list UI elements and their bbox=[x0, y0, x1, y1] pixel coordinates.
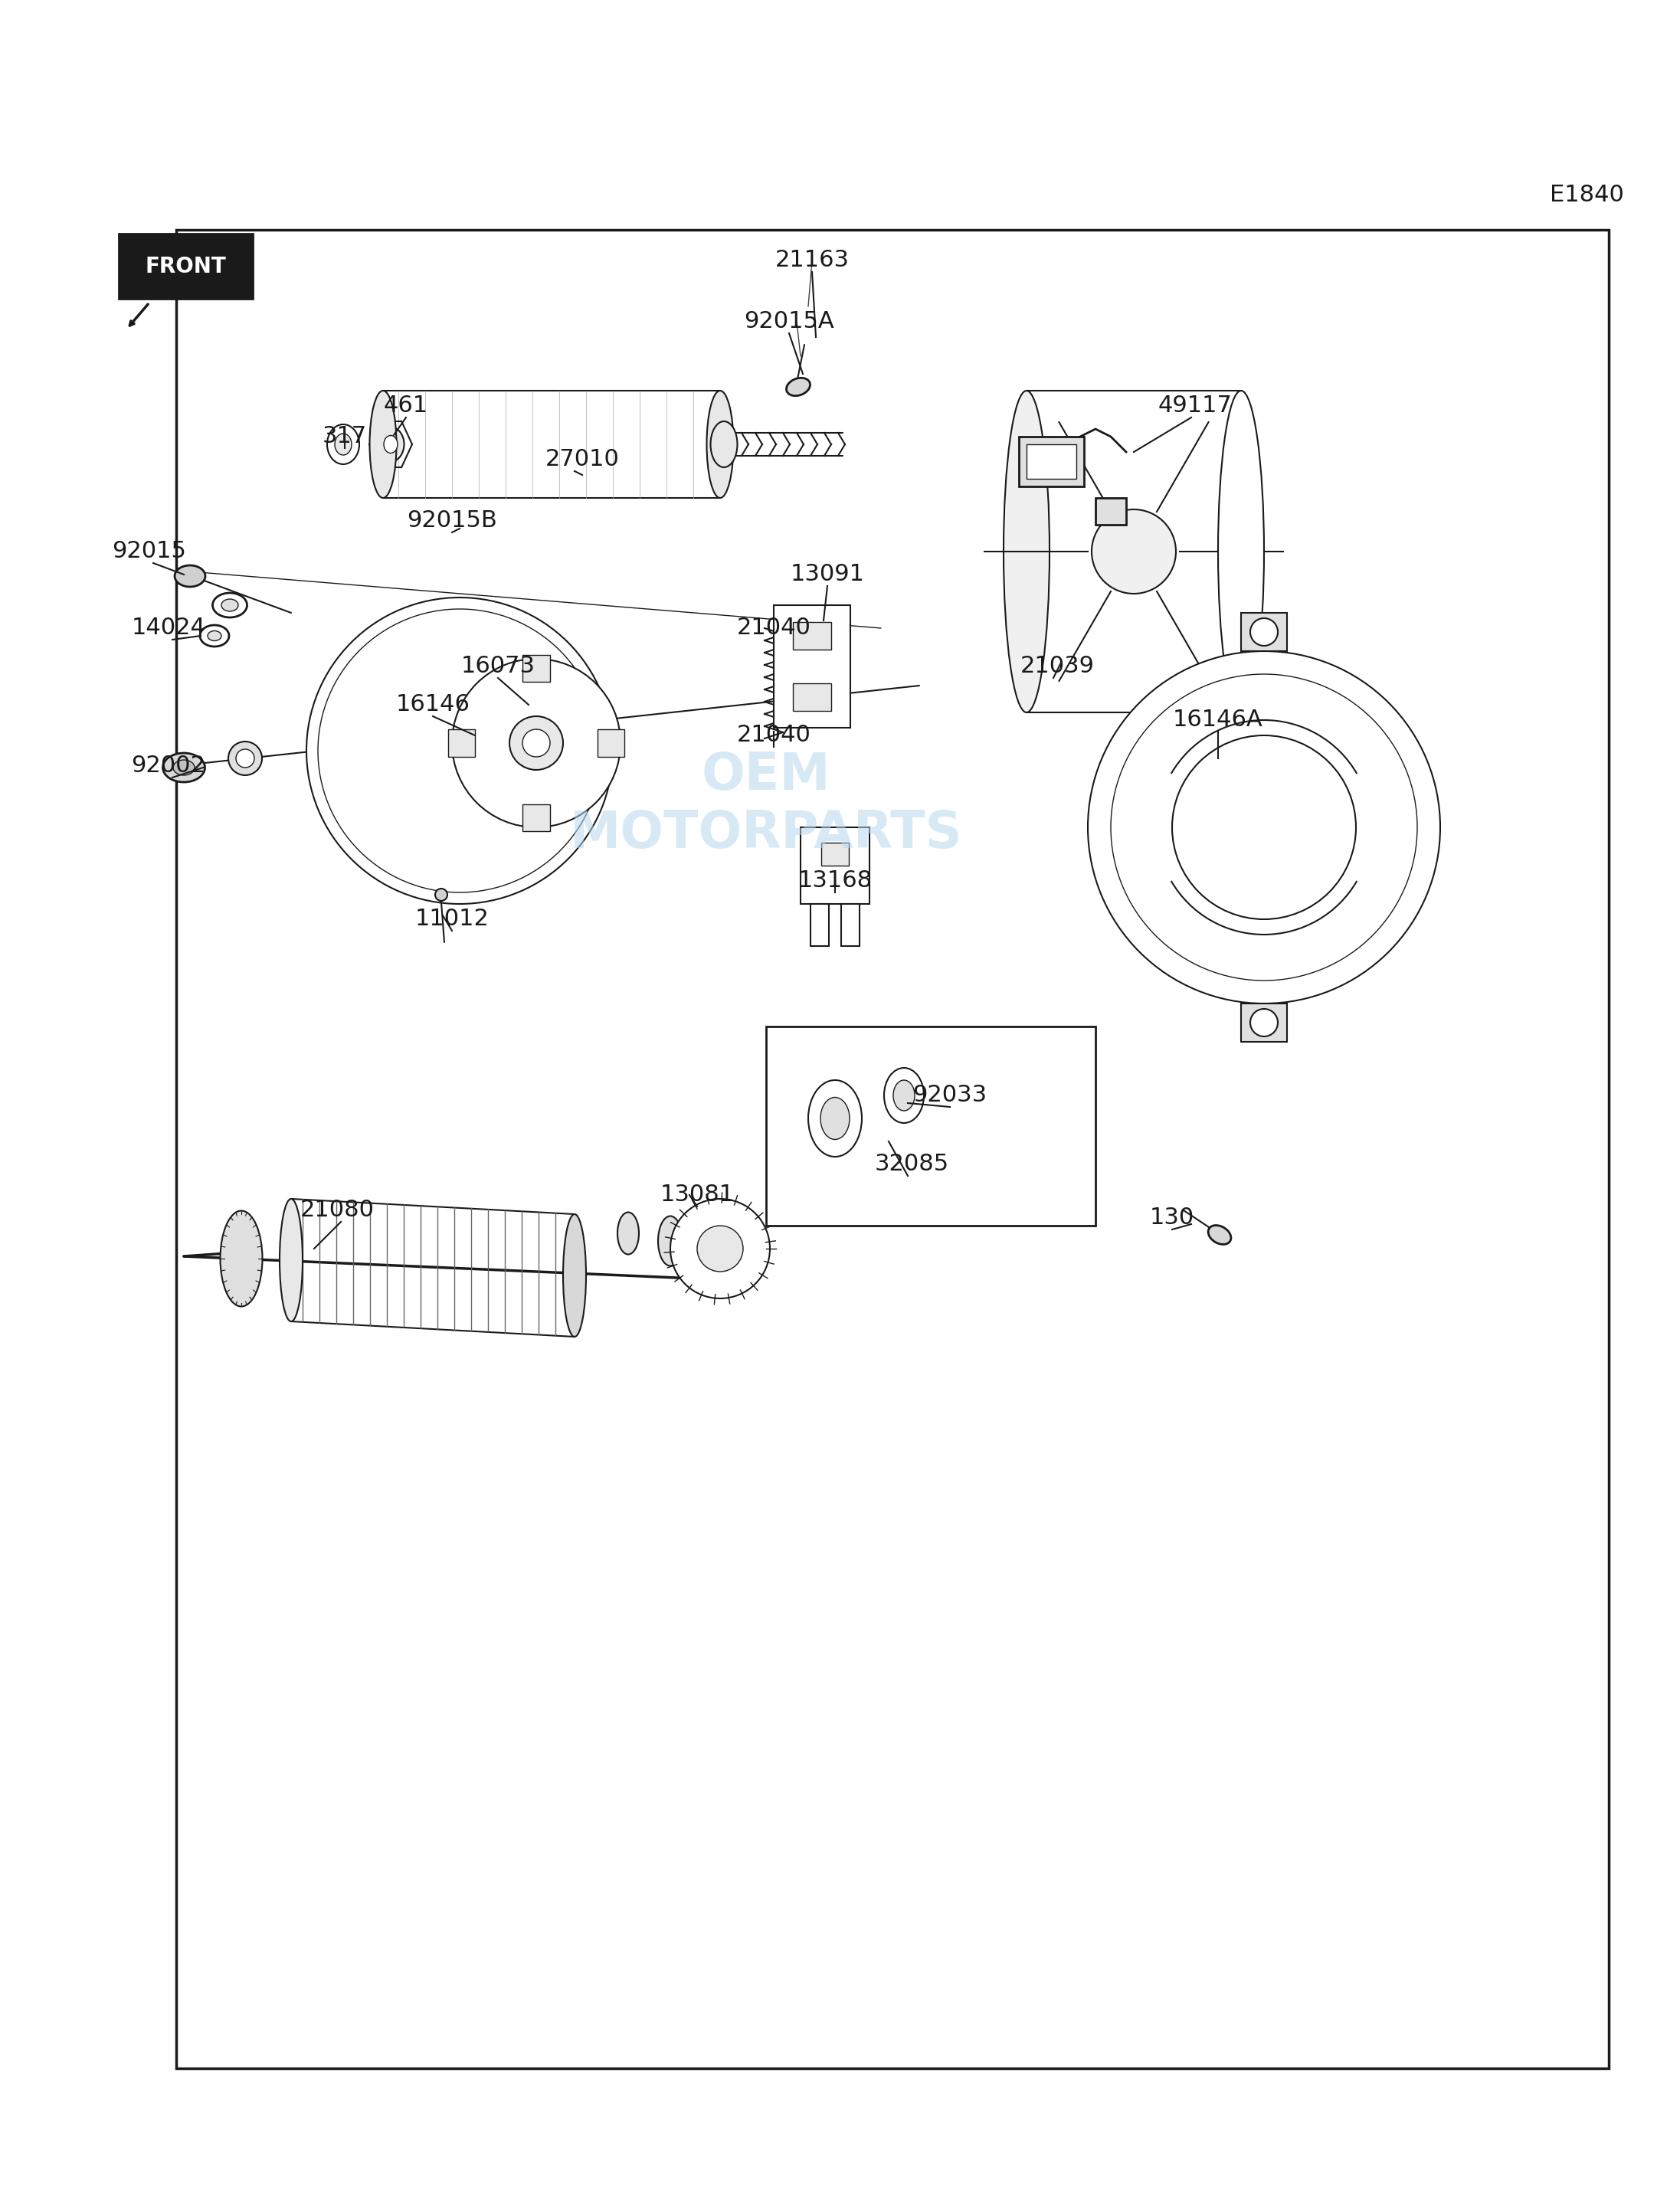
Bar bbox=[1026, 444, 1077, 479]
Circle shape bbox=[522, 729, 549, 756]
Text: 21039: 21039 bbox=[1020, 655, 1094, 677]
Text: 21040: 21040 bbox=[736, 725, 811, 747]
Ellipse shape bbox=[208, 631, 222, 642]
Ellipse shape bbox=[711, 422, 738, 468]
Text: 21163: 21163 bbox=[774, 248, 848, 272]
Bar bbox=[1095, 499, 1126, 525]
Bar bbox=[766, 1026, 1095, 1226]
Ellipse shape bbox=[786, 378, 810, 395]
Circle shape bbox=[452, 659, 620, 828]
Ellipse shape bbox=[1208, 1226, 1231, 1244]
Ellipse shape bbox=[1218, 391, 1263, 712]
Ellipse shape bbox=[163, 754, 205, 782]
Text: 13168: 13168 bbox=[798, 870, 872, 892]
Polygon shape bbox=[522, 804, 549, 830]
Ellipse shape bbox=[894, 1081, 914, 1112]
Circle shape bbox=[1092, 510, 1176, 593]
Circle shape bbox=[1089, 650, 1440, 1004]
Text: 11012: 11012 bbox=[415, 907, 489, 929]
Circle shape bbox=[435, 888, 447, 901]
Text: OEM
MOTORPARTS: OEM MOTORPARTS bbox=[570, 749, 963, 859]
Bar bbox=[810, 903, 828, 947]
Ellipse shape bbox=[378, 426, 405, 461]
Bar bbox=[1018, 437, 1084, 486]
Ellipse shape bbox=[200, 626, 228, 646]
Polygon shape bbox=[1242, 613, 1287, 650]
Bar bbox=[793, 622, 832, 650]
Ellipse shape bbox=[328, 424, 360, 464]
Bar bbox=[774, 604, 850, 727]
Bar bbox=[801, 828, 870, 903]
Circle shape bbox=[1250, 1008, 1278, 1037]
Bar bbox=[176, 231, 1609, 2067]
Ellipse shape bbox=[334, 433, 351, 455]
Polygon shape bbox=[1242, 1004, 1287, 1041]
Text: 13081: 13081 bbox=[660, 1184, 734, 1206]
Text: 16146: 16146 bbox=[396, 694, 470, 716]
Circle shape bbox=[670, 1200, 769, 1298]
Ellipse shape bbox=[175, 565, 205, 587]
Ellipse shape bbox=[563, 1215, 586, 1336]
Bar bbox=[822, 844, 848, 866]
Ellipse shape bbox=[213, 593, 247, 617]
Circle shape bbox=[306, 598, 613, 903]
Bar bbox=[793, 683, 832, 712]
Circle shape bbox=[1250, 617, 1278, 646]
Ellipse shape bbox=[279, 1200, 302, 1320]
Bar bbox=[119, 233, 252, 299]
Text: 32085: 32085 bbox=[874, 1153, 949, 1175]
Ellipse shape bbox=[707, 391, 734, 499]
Ellipse shape bbox=[1003, 391, 1050, 712]
Text: 461: 461 bbox=[383, 395, 428, 417]
Text: 130: 130 bbox=[1149, 1206, 1194, 1228]
Circle shape bbox=[228, 743, 262, 776]
Ellipse shape bbox=[222, 600, 239, 611]
Ellipse shape bbox=[884, 1068, 924, 1123]
Text: 317: 317 bbox=[323, 426, 366, 448]
Text: 13091: 13091 bbox=[790, 562, 865, 587]
Polygon shape bbox=[598, 729, 625, 756]
Text: 92033: 92033 bbox=[912, 1085, 988, 1107]
Ellipse shape bbox=[820, 1096, 850, 1140]
Ellipse shape bbox=[173, 760, 195, 776]
Text: 27010: 27010 bbox=[544, 448, 620, 470]
Text: FRONT: FRONT bbox=[144, 255, 227, 277]
Circle shape bbox=[509, 716, 563, 769]
Text: 21080: 21080 bbox=[301, 1200, 375, 1222]
Ellipse shape bbox=[618, 1213, 638, 1254]
Text: 21040: 21040 bbox=[736, 617, 811, 639]
Ellipse shape bbox=[659, 1217, 682, 1265]
Polygon shape bbox=[449, 729, 475, 756]
Text: 49117: 49117 bbox=[1158, 395, 1231, 417]
Text: 92015B: 92015B bbox=[407, 510, 497, 532]
Polygon shape bbox=[522, 655, 549, 681]
Ellipse shape bbox=[808, 1081, 862, 1156]
Text: 16146A: 16146A bbox=[1173, 710, 1263, 732]
Ellipse shape bbox=[383, 435, 398, 453]
Circle shape bbox=[1173, 736, 1356, 918]
Text: E1840: E1840 bbox=[1551, 185, 1625, 207]
Text: 16073: 16073 bbox=[460, 655, 536, 677]
Text: 92015A: 92015A bbox=[744, 310, 835, 332]
Ellipse shape bbox=[220, 1211, 262, 1307]
Text: 92002: 92002 bbox=[131, 756, 205, 778]
Text: 14024: 14024 bbox=[131, 617, 205, 639]
Circle shape bbox=[235, 749, 254, 767]
Text: 92015: 92015 bbox=[113, 540, 186, 562]
Ellipse shape bbox=[370, 391, 396, 499]
Circle shape bbox=[697, 1226, 743, 1272]
Bar bbox=[842, 903, 860, 947]
